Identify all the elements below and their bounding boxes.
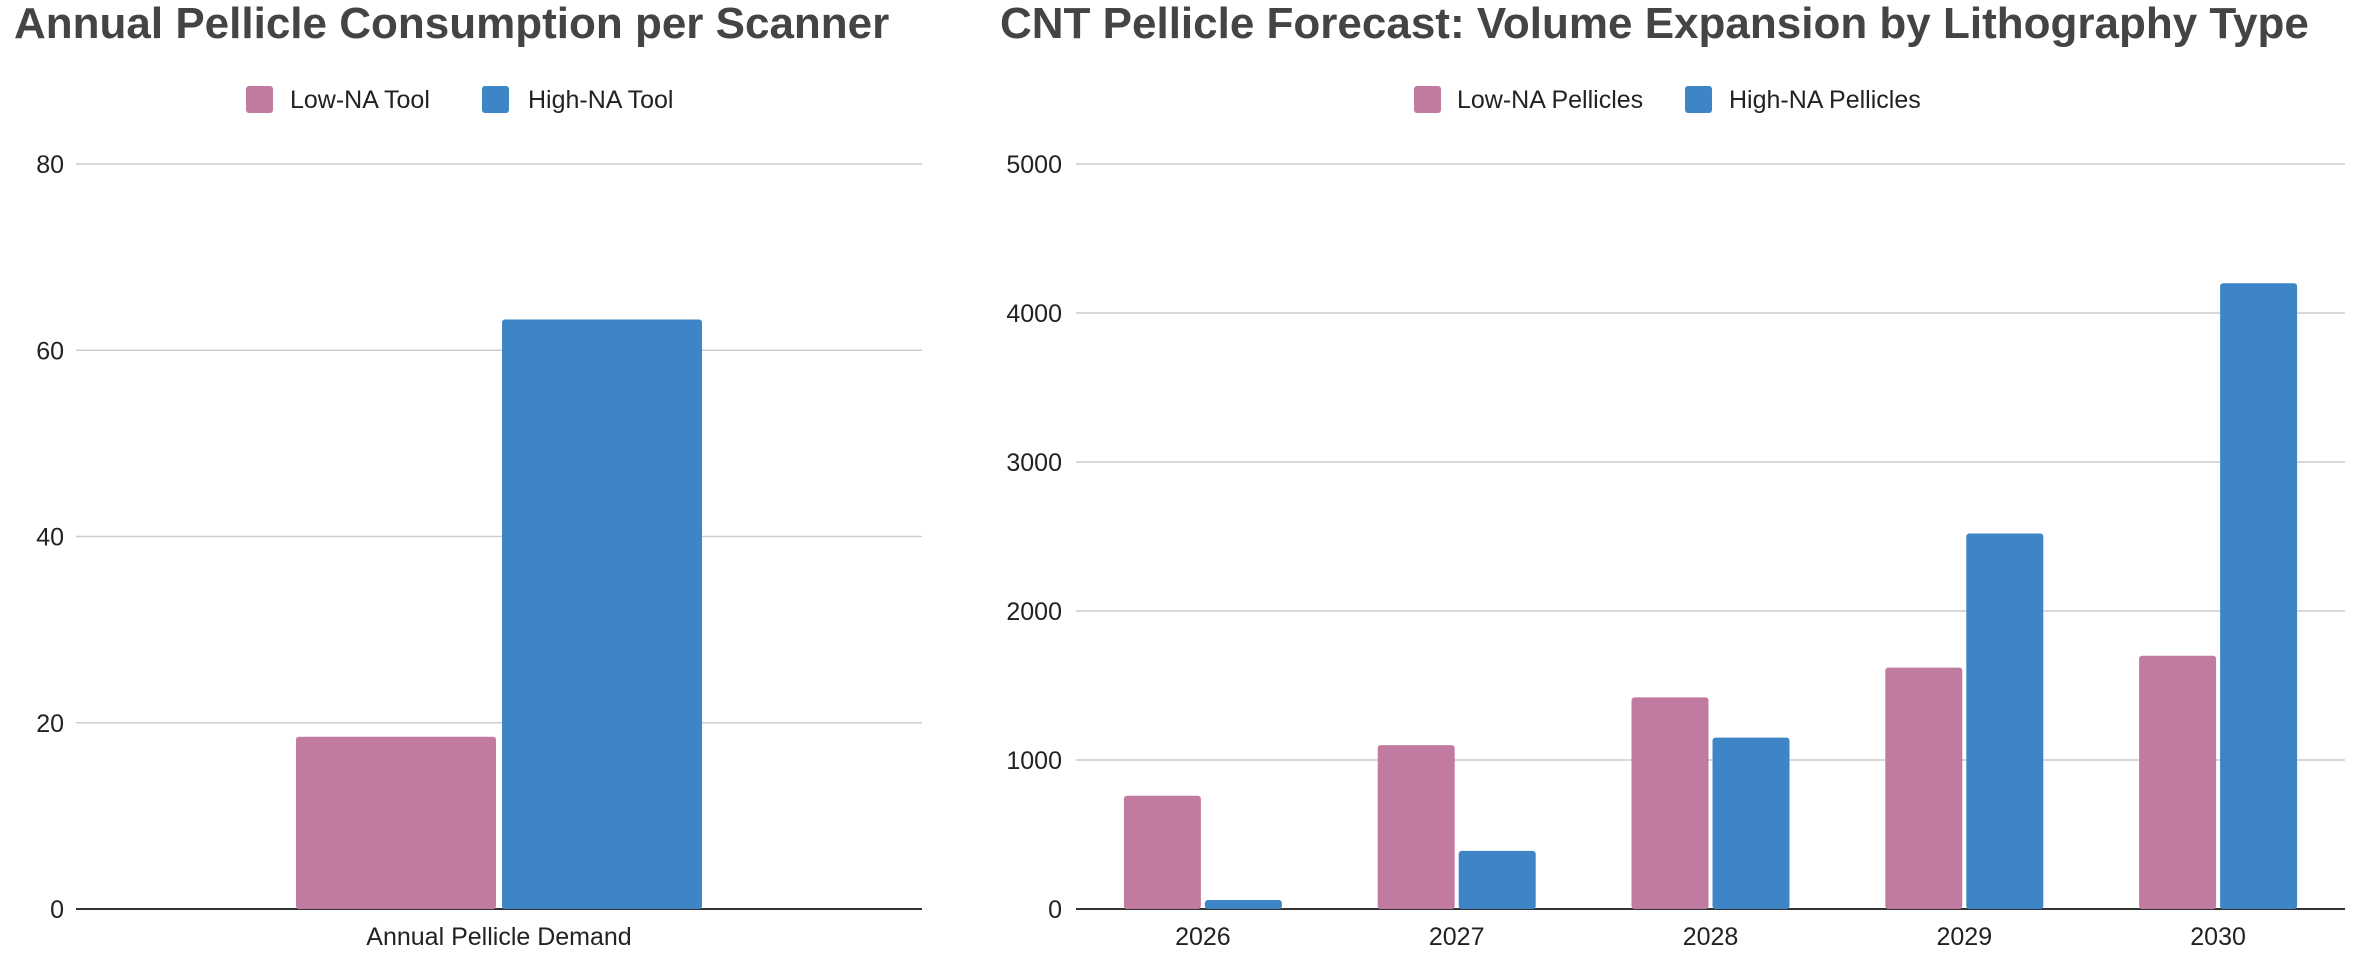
x-tick-label: Annual Pellicle Demand [366,923,631,951]
x-tick-label: 2029 [1936,923,1992,951]
consumption-chart: Annual Pellicle Consumption per Scanner … [14,0,922,951]
bar-high-na-2030 [2220,283,2298,909]
y-tick-label: 2000 [1006,598,1062,626]
legend-label-high-na: High-NA Pellicles [1729,86,1921,114]
y-tick-label: 5000 [1006,151,1062,179]
bar-low-na-2028 [1631,697,1709,909]
x-tick-label: 2030 [2190,923,2246,951]
bar-layer [296,319,702,909]
bar-high-na-2027 [1458,850,1536,909]
y-tick-label: 0 [1048,896,1062,924]
y-tick-label: 3000 [1006,449,1062,477]
forecast-chart: CNT Pellicle Forecast: Volume Expansion … [1000,0,2345,951]
bar-high-na-2029 [1966,533,2044,909]
y-tick-label: 60 [36,337,64,365]
y-tick-label: 4000 [1006,300,1062,328]
bar-high-na-annual-pellicle-demand [502,319,702,909]
bar-high-na-2028 [1712,737,1790,909]
legend-label-low-na: Low-NA Pellicles [1457,86,1643,114]
bar-low-na-annual-pellicle-demand [296,736,496,909]
legend-swatch-low-na [246,86,273,113]
chart-title: Annual Pellicle Consumption per Scanner [14,0,889,48]
label-layer: 0 20 40 60 80 Annual Pellicle Demand [36,151,632,951]
bar-low-na-2029 [1885,667,1963,909]
x-tick-label: 2028 [1683,923,1739,951]
legend-swatch-high-na [1685,86,1712,113]
bar-low-na-2027 [1377,745,1455,909]
y-tick-label: 80 [36,151,64,179]
legend-label-low-na: Low-NA Tool [290,86,430,114]
y-tick-label: 20 [36,710,64,738]
bar-high-na-2026 [1204,900,1282,909]
y-tick-label: 40 [36,524,64,552]
legend-swatch-low-na [1414,86,1441,113]
bar-low-na-2026 [1123,795,1201,909]
x-tick-label: 2026 [1175,923,1231,951]
legend-label-high-na: High-NA Tool [528,86,673,114]
legend-swatch-high-na [482,86,509,113]
bar-layer [1123,283,2298,909]
grid-layer [76,163,922,910]
bar-low-na-2030 [2139,655,2217,909]
y-tick-label: 0 [50,896,64,924]
chart-title: CNT Pellicle Forecast: Volume Expansion … [1000,0,2309,48]
x-tick-label: 2027 [1429,923,1485,951]
y-tick-label: 1000 [1006,747,1062,775]
label-layer: 0 1000 2000 3000 4000 5000 2026 2027 2028 2029 203… [1006,151,2246,951]
grid-layer [1076,163,2345,910]
